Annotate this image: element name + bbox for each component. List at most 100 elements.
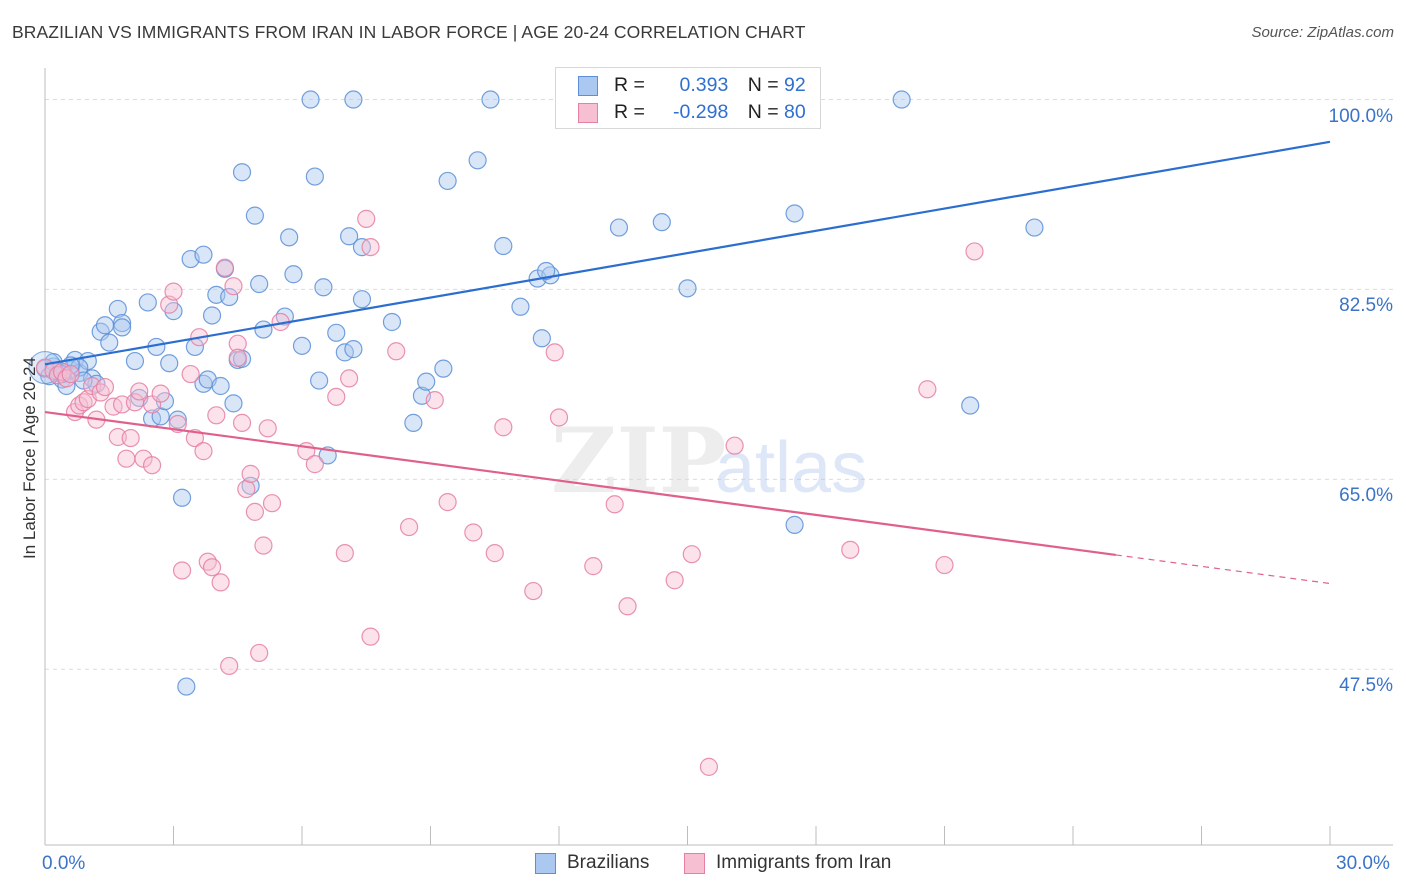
data-point [382, 312, 402, 332]
iran-points [35, 209, 984, 776]
legend-r-label: R = [614, 74, 645, 96]
data-point [935, 555, 954, 575]
data-point [211, 376, 230, 396]
data-point [284, 265, 303, 284]
data-point [258, 419, 277, 438]
data-point [961, 396, 980, 415]
data-point [177, 677, 196, 696]
data-point [785, 515, 804, 534]
data-point [108, 427, 127, 447]
legend-r-label: R = [614, 101, 645, 123]
data-point [678, 279, 697, 298]
data-point [245, 502, 264, 521]
data-point [438, 171, 457, 191]
data-point [335, 544, 354, 563]
data-point [725, 436, 744, 455]
data-point [95, 316, 115, 335]
brazilians-points [28, 90, 1044, 696]
series-legend: Brazilians Immigrants from Iran [0, 852, 1406, 878]
data-point [387, 342, 406, 361]
data-point [699, 757, 719, 776]
data-point [327, 323, 346, 342]
legend-r-value: -0.298 [673, 101, 729, 123]
data-point [609, 218, 629, 237]
data-point [220, 656, 239, 676]
data-point [117, 449, 136, 468]
data-point [232, 163, 252, 182]
data-point [112, 318, 132, 337]
data-point [524, 581, 543, 601]
data-point [151, 384, 170, 403]
trend-line-pink [44, 410, 1116, 557]
chart-title: BRAZILIAN VS IMMIGRANTS FROM IRAN IN LAB… [12, 22, 806, 42]
data-point [468, 151, 487, 170]
data-point [254, 320, 273, 339]
data-point [125, 351, 145, 371]
y-axis-title: In Labor Force | Age 20-24 [20, 357, 39, 559]
data-point [215, 258, 234, 277]
data-point [202, 306, 222, 325]
data-point [305, 455, 324, 474]
y-tick-label: 100.0% [1328, 105, 1393, 127]
data-point [417, 372, 436, 391]
data-point [95, 377, 115, 397]
data-point [262, 494, 282, 513]
watermark-atlas: atlas [715, 428, 867, 508]
data-point [121, 428, 140, 448]
series-swatch-blue [535, 853, 556, 874]
data-point [142, 456, 162, 475]
legend-n-value: 92 [784, 74, 806, 96]
data-point [202, 558, 222, 577]
data-point [254, 536, 273, 555]
trend-line-blue [44, 140, 1331, 366]
data-point [357, 209, 376, 228]
data-point [785, 204, 804, 223]
legend-n-label: N = [747, 101, 779, 123]
x-tick-label-min: 0.0% [42, 853, 86, 874]
data-point [352, 290, 372, 309]
data-point [305, 167, 324, 186]
watermark: ZIP atlas [551, 408, 867, 514]
data-point [224, 277, 243, 296]
data-point [1025, 218, 1044, 237]
data-point [464, 523, 483, 542]
chart-source: Source: ZipAtlas.com [1251, 24, 1394, 41]
data-point [494, 418, 513, 437]
data-point [481, 90, 500, 109]
data-point [194, 442, 213, 461]
series-swatch-pink [684, 853, 705, 874]
data-point [438, 493, 457, 512]
data-point [301, 90, 320, 109]
data-point [340, 227, 359, 246]
data-point [232, 413, 252, 432]
data-point [605, 495, 624, 514]
data-point [652, 213, 671, 232]
data-point [327, 387, 346, 406]
data-point [618, 597, 637, 616]
data-point [185, 428, 205, 448]
data-point [532, 329, 551, 348]
series-legend-label: Brazilians [567, 852, 650, 873]
data-point [404, 413, 423, 432]
data-point [228, 334, 247, 353]
data-point [485, 544, 504, 563]
data-point [224, 394, 243, 413]
data-point [172, 561, 192, 580]
data-point [344, 340, 363, 359]
axes [44, 68, 1393, 846]
data-point [665, 571, 684, 590]
data-point [241, 464, 260, 483]
data-point [228, 348, 247, 367]
data-point [108, 299, 127, 319]
data-point [61, 364, 80, 384]
data-point [361, 627, 380, 646]
data-point [220, 287, 239, 307]
watermark-zip: ZIP [551, 408, 726, 514]
y-tick-label: 65.0% [1339, 485, 1393, 507]
data-point [112, 313, 132, 333]
legend-n-label: N = [747, 74, 779, 96]
data-point [168, 410, 187, 429]
data-point [425, 391, 444, 410]
correlation-legend: R = 0.393 N = 92 R = -0.298 N = 80 [555, 67, 821, 129]
